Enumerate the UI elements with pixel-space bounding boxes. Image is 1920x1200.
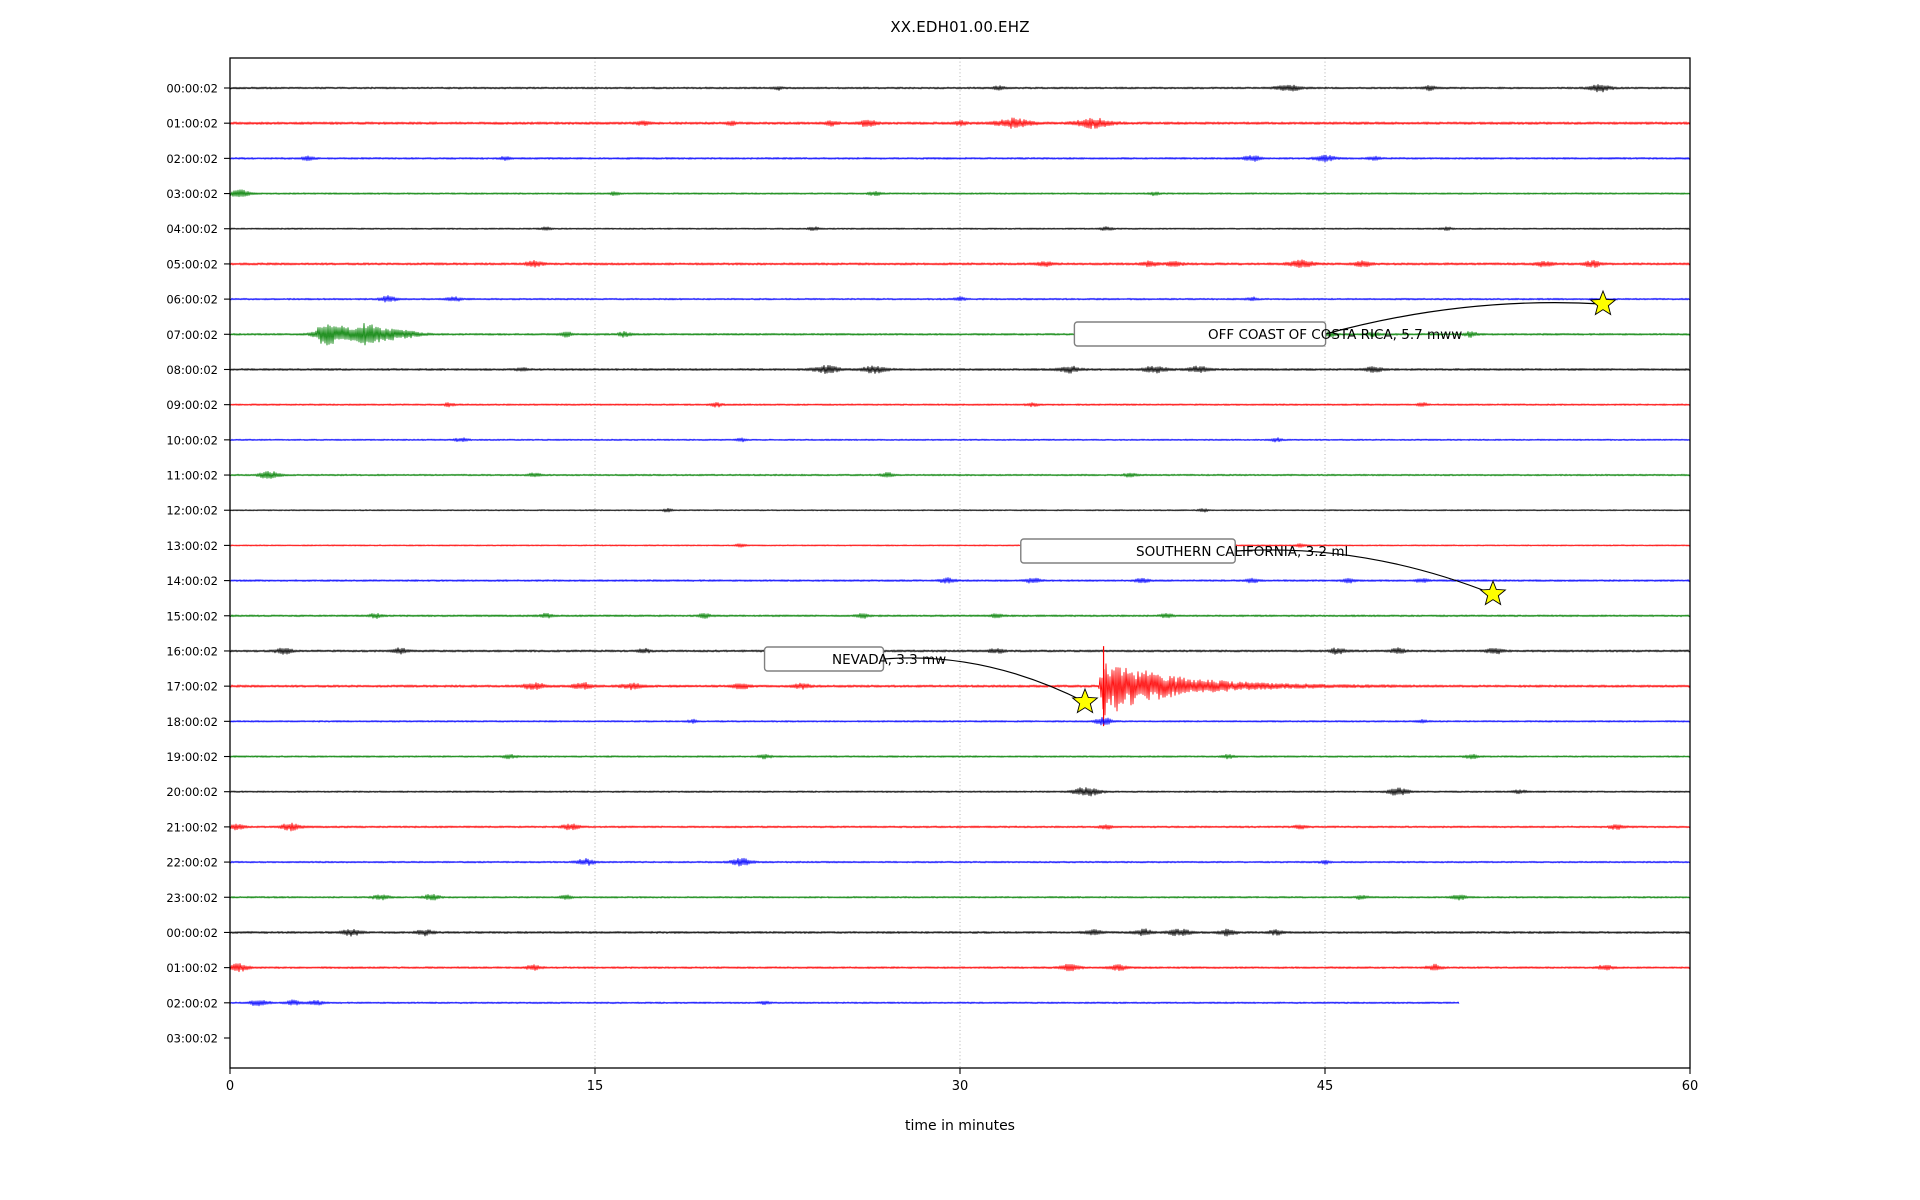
event-star-marker[interactable] xyxy=(1589,289,1617,316)
y-axis-tick-label: 10:00:02 xyxy=(166,433,218,447)
y-axis-tick-label: 23:00:02 xyxy=(166,891,218,905)
y-axis-tick-label: 03:00:02 xyxy=(166,1032,218,1046)
y-axis-tick-label: 06:00:02 xyxy=(166,293,218,307)
event-annotation-text: OFF COAST OF COSTA RICA, 5.7 mww xyxy=(1208,327,1462,343)
y-axis-tick-label: 02:00:02 xyxy=(166,996,218,1010)
event-star-marker[interactable] xyxy=(1071,687,1099,714)
x-axis-tick-label: 0 xyxy=(226,1079,234,1094)
x-axis-tick-label: 45 xyxy=(1317,1079,1334,1094)
event-annotation-label[interactable]: OFF COAST OF COSTA RICA, 5.7 mww xyxy=(1073,321,1462,347)
y-axis-tick-label: 15:00:02 xyxy=(166,609,218,623)
y-axis-tick-label: 13:00:02 xyxy=(166,539,218,553)
x-axis-tick-label: 15 xyxy=(587,1079,604,1094)
y-axis-tick-label: 21:00:02 xyxy=(166,820,218,834)
y-axis-tick-label: 00:00:02 xyxy=(166,82,218,96)
y-axis-tick-label: 04:00:02 xyxy=(166,222,218,236)
event-annotation-label[interactable]: NEVADA, 3.3 mw xyxy=(763,646,947,672)
page-title: XX.EDH01.00.EHZ xyxy=(890,18,1030,36)
y-axis-tick-label: 00:00:02 xyxy=(166,926,218,940)
y-axis-tick-label: 18:00:02 xyxy=(166,715,218,729)
event-annotation-label[interactable]: SOUTHERN CALIFORNIA, 3.2 ml xyxy=(1020,538,1349,564)
y-axis-tick-label: 16:00:02 xyxy=(166,644,218,658)
event-annotation-text: SOUTHERN CALIFORNIA, 3.2 ml xyxy=(1136,544,1348,560)
x-axis-label: time in minutes xyxy=(905,1118,1015,1134)
y-axis-tick-label: 05:00:02 xyxy=(166,257,218,271)
y-axis-tick-label: 01:00:02 xyxy=(166,117,218,131)
y-axis-tick-label: 11:00:02 xyxy=(166,469,218,483)
y-axis-tick-label: 19:00:02 xyxy=(166,750,218,764)
y-axis-tick-label: 07:00:02 xyxy=(166,328,218,342)
y-axis-tick-label: 14:00:02 xyxy=(166,574,218,588)
y-axis-tick-label: 22:00:02 xyxy=(166,856,218,870)
event-star-marker[interactable] xyxy=(1479,579,1507,606)
y-axis-tick-label: 17:00:02 xyxy=(166,680,218,694)
y-axis-tick-label: 09:00:02 xyxy=(166,398,218,412)
y-axis-tick-label: 20:00:02 xyxy=(166,785,218,799)
y-axis-tick-label: 02:00:02 xyxy=(166,152,218,166)
x-axis-tick-label: 60 xyxy=(1682,1079,1699,1094)
y-axis-tick-label: 12:00:02 xyxy=(166,504,218,518)
event-annotation-text: NEVADA, 3.3 mw xyxy=(832,652,946,668)
x-axis-tick-label: 30 xyxy=(952,1079,969,1094)
y-axis-tick-label: 08:00:02 xyxy=(166,363,218,377)
y-axis-tick-label: 01:00:02 xyxy=(166,961,218,975)
y-axis-tick-label: 03:00:02 xyxy=(166,187,218,201)
